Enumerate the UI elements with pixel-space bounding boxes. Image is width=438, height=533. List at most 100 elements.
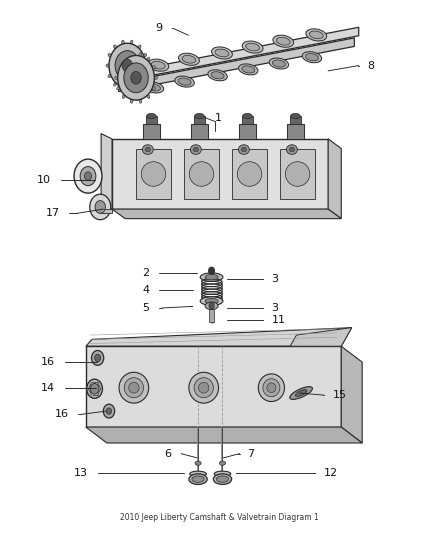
Ellipse shape xyxy=(139,52,141,58)
Text: 4: 4 xyxy=(142,286,149,295)
Ellipse shape xyxy=(113,45,117,50)
Ellipse shape xyxy=(130,40,133,45)
Ellipse shape xyxy=(146,57,150,62)
Ellipse shape xyxy=(211,71,224,79)
Ellipse shape xyxy=(195,461,201,465)
Ellipse shape xyxy=(212,47,233,59)
Ellipse shape xyxy=(242,66,255,73)
Ellipse shape xyxy=(148,59,169,71)
Ellipse shape xyxy=(122,57,126,62)
Ellipse shape xyxy=(286,145,297,155)
Ellipse shape xyxy=(122,40,124,45)
Bar xyxy=(242,116,253,124)
Bar xyxy=(136,149,171,199)
Ellipse shape xyxy=(205,274,218,280)
Polygon shape xyxy=(123,27,359,81)
Ellipse shape xyxy=(276,37,290,45)
Ellipse shape xyxy=(119,372,149,403)
Ellipse shape xyxy=(272,60,286,67)
Polygon shape xyxy=(86,427,362,443)
Circle shape xyxy=(103,404,115,418)
Polygon shape xyxy=(328,139,341,219)
Ellipse shape xyxy=(290,114,300,119)
Bar xyxy=(232,149,267,199)
Ellipse shape xyxy=(129,382,139,393)
Circle shape xyxy=(208,267,215,274)
Ellipse shape xyxy=(239,64,258,75)
Bar xyxy=(146,116,156,124)
Polygon shape xyxy=(119,38,354,92)
Polygon shape xyxy=(86,346,341,427)
Ellipse shape xyxy=(193,148,198,152)
Ellipse shape xyxy=(152,61,165,69)
Ellipse shape xyxy=(302,52,321,63)
Text: 13: 13 xyxy=(74,468,88,478)
Ellipse shape xyxy=(113,82,117,86)
Ellipse shape xyxy=(153,76,157,79)
Ellipse shape xyxy=(189,161,214,186)
Ellipse shape xyxy=(205,302,218,310)
Ellipse shape xyxy=(214,471,231,477)
Text: 1: 1 xyxy=(215,112,222,123)
Circle shape xyxy=(80,166,96,185)
Ellipse shape xyxy=(115,76,119,79)
Ellipse shape xyxy=(146,94,150,99)
Ellipse shape xyxy=(305,54,318,61)
Text: 11: 11 xyxy=(272,314,286,325)
Ellipse shape xyxy=(190,471,206,477)
Ellipse shape xyxy=(215,49,229,57)
Text: 2: 2 xyxy=(142,268,149,278)
Circle shape xyxy=(131,71,141,84)
Circle shape xyxy=(74,159,102,193)
Ellipse shape xyxy=(200,273,223,281)
Text: 17: 17 xyxy=(46,208,60,219)
Text: 3: 3 xyxy=(272,274,279,284)
Ellipse shape xyxy=(124,378,144,398)
Ellipse shape xyxy=(219,461,226,465)
Ellipse shape xyxy=(143,53,147,57)
Ellipse shape xyxy=(175,76,194,87)
Ellipse shape xyxy=(192,476,204,482)
Ellipse shape xyxy=(145,148,150,152)
Ellipse shape xyxy=(130,86,133,91)
Circle shape xyxy=(92,351,104,366)
Text: 2010 Jeep Liberty Camshaft & Valvetrain Diagram 1: 2010 Jeep Liberty Camshaft & Valvetrain … xyxy=(120,513,318,522)
Ellipse shape xyxy=(194,114,204,119)
Ellipse shape xyxy=(309,31,323,39)
Ellipse shape xyxy=(194,378,213,398)
Ellipse shape xyxy=(179,53,199,66)
Circle shape xyxy=(87,379,102,398)
Ellipse shape xyxy=(238,145,249,155)
Ellipse shape xyxy=(189,372,219,403)
Ellipse shape xyxy=(263,379,280,397)
Text: 16: 16 xyxy=(54,409,68,419)
Ellipse shape xyxy=(258,374,285,401)
Circle shape xyxy=(124,63,148,93)
Ellipse shape xyxy=(122,86,124,91)
Text: 9: 9 xyxy=(155,23,162,34)
Circle shape xyxy=(106,408,112,414)
Ellipse shape xyxy=(139,98,141,103)
Text: 7: 7 xyxy=(247,449,254,458)
Ellipse shape xyxy=(143,74,147,77)
Text: 16: 16 xyxy=(41,357,55,367)
Circle shape xyxy=(85,172,92,180)
Ellipse shape xyxy=(148,84,160,91)
Ellipse shape xyxy=(117,66,121,69)
Ellipse shape xyxy=(151,86,155,90)
Polygon shape xyxy=(101,134,112,209)
Ellipse shape xyxy=(237,161,262,186)
Bar xyxy=(239,124,256,139)
Circle shape xyxy=(95,354,101,362)
Bar xyxy=(287,124,304,139)
Circle shape xyxy=(122,59,133,72)
Ellipse shape xyxy=(200,297,223,305)
Text: 6: 6 xyxy=(164,449,171,458)
Circle shape xyxy=(95,200,106,213)
Bar xyxy=(184,149,219,199)
Text: 10: 10 xyxy=(37,175,51,185)
Ellipse shape xyxy=(108,53,112,57)
Ellipse shape xyxy=(142,145,153,155)
Text: 5: 5 xyxy=(142,303,149,313)
Ellipse shape xyxy=(273,35,293,47)
